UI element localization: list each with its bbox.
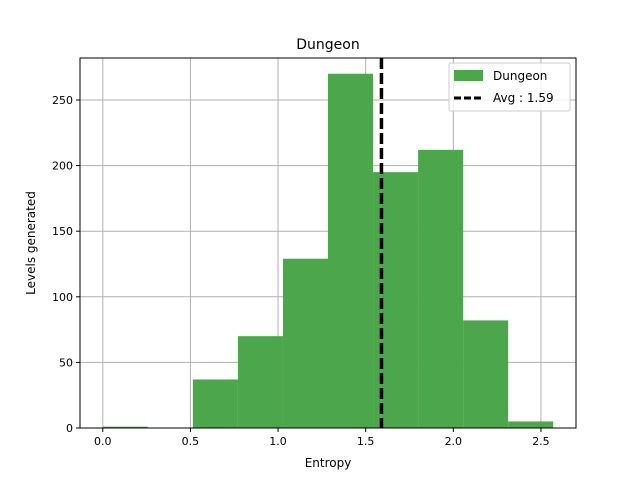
chart-title: Dungeon [296, 37, 359, 53]
y-tick-label: 150 [52, 225, 73, 238]
x-axis-label: Entropy [305, 456, 352, 470]
y-tick-label: 50 [59, 356, 73, 369]
x-tick-label: 1.5 [357, 435, 375, 448]
x-tick-label: 0.0 [94, 435, 112, 448]
plot-frame [79, 57, 577, 429]
x-tick-label: 2.0 [445, 435, 463, 448]
y-tick-label: 250 [52, 94, 73, 107]
y-tick-label: 100 [52, 291, 73, 304]
legend-label-average: Avg : 1.59 [493, 91, 554, 105]
y-tick-label: 0 [66, 422, 73, 435]
legend-label-dungeon: Dungeon [493, 69, 547, 83]
histogram-bars [102, 73, 554, 428]
histogram-bar [418, 149, 464, 428]
histogram-bar [192, 379, 238, 428]
y-axis-label: Levels generated [24, 191, 38, 295]
histogram-bar [508, 421, 554, 428]
x-tick-label: 0.5 [182, 435, 200, 448]
y-tick-label: 200 [52, 160, 73, 173]
x-axis-ticks: 0.0 0.5 1.0 1.5 2.0 2.5 [94, 428, 550, 448]
x-tick-label: 1.0 [269, 435, 287, 448]
histogram-bar [328, 73, 374, 428]
histogram-bar [282, 258, 328, 428]
histogram-bar [102, 426, 148, 428]
histogram-bar [237, 336, 283, 428]
legend: Dungeon Avg : 1.59 [448, 62, 571, 112]
legend-swatch-dungeon [454, 70, 483, 81]
y-axis-ticks: 0 50 100 150 200 250 [52, 94, 80, 435]
x-tick-label: 2.5 [532, 435, 550, 448]
histogram-bar [463, 320, 509, 428]
